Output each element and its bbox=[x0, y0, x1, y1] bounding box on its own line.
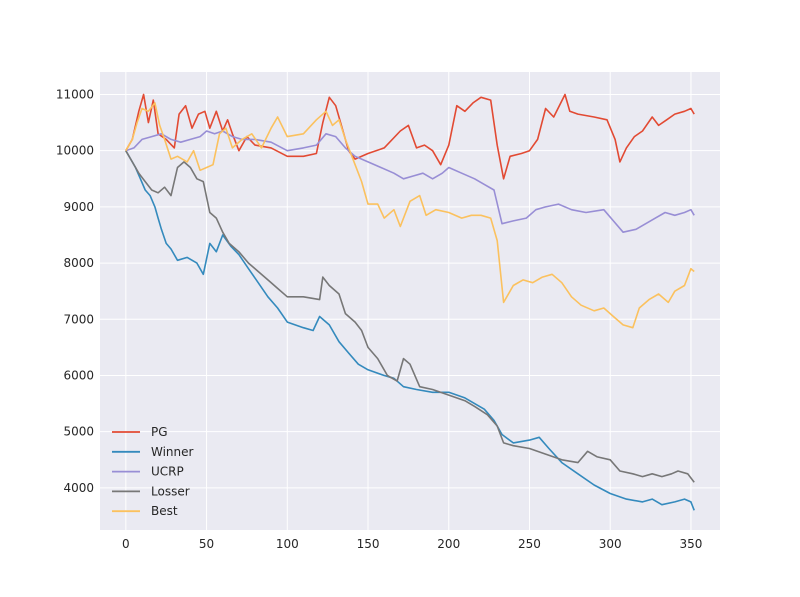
legend-label-ucrp: UCRP bbox=[151, 465, 184, 479]
y-tick-label: 11000 bbox=[56, 87, 94, 101]
y-tick-label: 4000 bbox=[63, 481, 94, 495]
legend: PG Winner UCRP Losser Best bbox=[112, 425, 194, 518]
y-tick-label: 7000 bbox=[63, 312, 94, 326]
plot-background bbox=[100, 72, 720, 530]
series-line-ucrp bbox=[125, 130, 695, 233]
y-tick-label: 5000 bbox=[63, 425, 94, 439]
x-tick-label: 200 bbox=[437, 537, 460, 551]
grid bbox=[100, 72, 720, 530]
y-tick-label: 8000 bbox=[63, 256, 94, 270]
legend-label-pg: PG bbox=[151, 425, 168, 439]
y-tick-label: 6000 bbox=[63, 368, 94, 382]
series-line-pg bbox=[125, 93, 695, 180]
y-axis-ticks: 4000 5000 6000 7000 8000 9000 10000 11000 bbox=[56, 87, 94, 494]
legend-label-losser: Losser bbox=[151, 484, 190, 498]
x-tick-label: 300 bbox=[599, 537, 622, 551]
legend-label-winner: Winner bbox=[151, 445, 194, 459]
x-axis-ticks: 0 50 100 150 200 250 300 350 bbox=[122, 537, 702, 551]
x-tick-label: 350 bbox=[679, 537, 702, 551]
x-tick-label: 100 bbox=[276, 537, 299, 551]
legend-label-best: Best bbox=[151, 504, 178, 518]
x-tick-label: 0 bbox=[122, 537, 130, 551]
series-line-winner bbox=[125, 150, 695, 511]
series-line-best bbox=[125, 102, 695, 329]
y-tick-label: 10000 bbox=[56, 144, 94, 158]
x-tick-label: 50 bbox=[199, 537, 214, 551]
y-tick-label: 9000 bbox=[63, 200, 94, 214]
series-line-losser bbox=[125, 150, 695, 483]
series-layer bbox=[125, 93, 695, 511]
x-tick-label: 250 bbox=[518, 537, 541, 551]
x-tick-label: 150 bbox=[357, 537, 380, 551]
